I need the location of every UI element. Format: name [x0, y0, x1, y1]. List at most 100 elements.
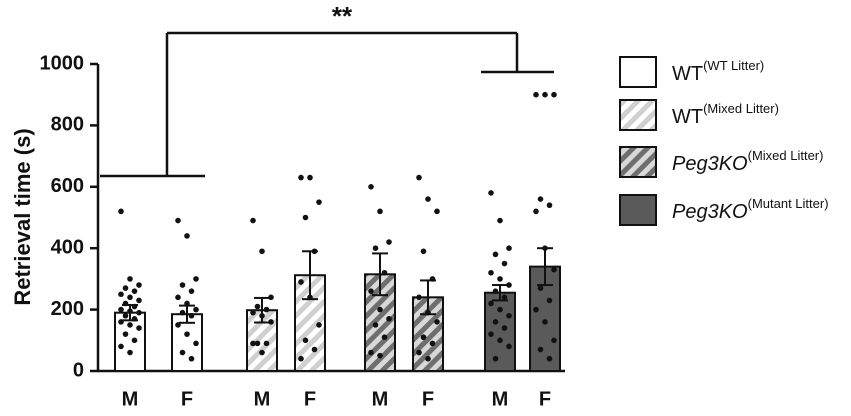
data-point [122, 285, 129, 291]
legend-label: Peg3KO(Mixed Litter) [672, 148, 823, 175]
y-tick-label: 400 [51, 236, 84, 258]
data-point [381, 334, 388, 341]
data-point [127, 294, 133, 301]
data-point [307, 294, 313, 301]
data-point [131, 337, 138, 344]
data-point [492, 251, 499, 258]
data-point [546, 355, 553, 362]
data-point [316, 199, 322, 205]
data-point [492, 288, 499, 294]
data-point [259, 248, 265, 255]
data-point [537, 285, 544, 291]
data-point [425, 309, 431, 316]
data-point [179, 349, 186, 356]
data-point [501, 260, 508, 267]
data-point [175, 217, 181, 224]
legend-swatch [619, 194, 657, 226]
data-point [118, 319, 124, 325]
data-point [429, 340, 436, 347]
x-tick-label: M [254, 388, 271, 410]
data-point [307, 174, 313, 181]
data-point [118, 343, 124, 350]
data-point [131, 303, 138, 310]
y-axis-label: Retrieval time (s) [10, 128, 35, 305]
x-tick-label: F [304, 388, 316, 410]
data-point [184, 300, 190, 307]
significance: ** [332, 1, 353, 31]
x-tick-label: F [539, 388, 551, 410]
data-point [184, 331, 190, 337]
data-point [193, 340, 199, 347]
data-point [131, 316, 138, 322]
legend-superscript: (Mixed Litter) [703, 101, 779, 116]
data-point [188, 288, 195, 294]
data-point [546, 202, 553, 209]
data-point [434, 208, 440, 215]
data-point [127, 276, 133, 282]
data-point [551, 91, 557, 98]
data-point [501, 325, 508, 331]
data-point [268, 319, 274, 325]
data-point [537, 346, 544, 353]
data-point [316, 322, 322, 328]
data-point [497, 217, 503, 224]
data-point [311, 346, 318, 353]
data-point [311, 248, 318, 255]
data-point [488, 269, 494, 276]
data-point [368, 184, 374, 190]
data-point [263, 340, 270, 347]
data-point [501, 294, 508, 301]
data-point [302, 337, 309, 344]
data-point [551, 266, 557, 273]
data-point [136, 309, 142, 316]
data-point [263, 306, 270, 313]
data-point [497, 306, 503, 313]
data-point [425, 355, 431, 362]
y-tick-label: 200 [51, 298, 84, 320]
legend-swatch [619, 56, 657, 88]
legend-superscript: (Mutant Litter) [748, 196, 829, 211]
data-point [188, 355, 195, 362]
data-point [542, 245, 548, 251]
data-point [429, 276, 436, 282]
y-tick-label: 0 [73, 359, 84, 381]
legend-label: WT(Mixed Litter) [672, 101, 779, 128]
data-point [386, 239, 392, 245]
data-point [250, 340, 256, 347]
data-point [298, 174, 304, 181]
legend-superscript: (Mixed Litter) [748, 148, 824, 163]
data-point [127, 349, 133, 356]
data-point [372, 322, 379, 328]
data-point [386, 316, 392, 322]
data-point [250, 309, 256, 316]
data-point [268, 294, 274, 301]
x-tick-label: F [181, 388, 193, 410]
data-point [506, 312, 512, 319]
data-point [254, 340, 261, 347]
x-tick-label: M [492, 388, 509, 410]
data-point [416, 294, 422, 301]
data-point [372, 245, 379, 251]
data-point [122, 312, 129, 319]
data-point [122, 300, 129, 307]
data-point [492, 319, 499, 325]
data-point [488, 300, 494, 307]
data-point [179, 282, 186, 288]
data-point [377, 352, 383, 359]
data-point [184, 233, 190, 239]
data-point [416, 174, 422, 181]
data-point [193, 276, 199, 282]
legend-swatch [619, 146, 657, 178]
data-point [488, 331, 494, 337]
data-point [298, 279, 304, 285]
data-point [537, 196, 544, 202]
data-point [136, 325, 142, 331]
data-point [188, 312, 195, 319]
data-point [506, 343, 512, 350]
legend-name: Peg3KO [672, 153, 748, 175]
data-point [377, 208, 383, 215]
data-point [420, 248, 427, 255]
data-point [127, 322, 133, 328]
data-point [542, 319, 548, 325]
